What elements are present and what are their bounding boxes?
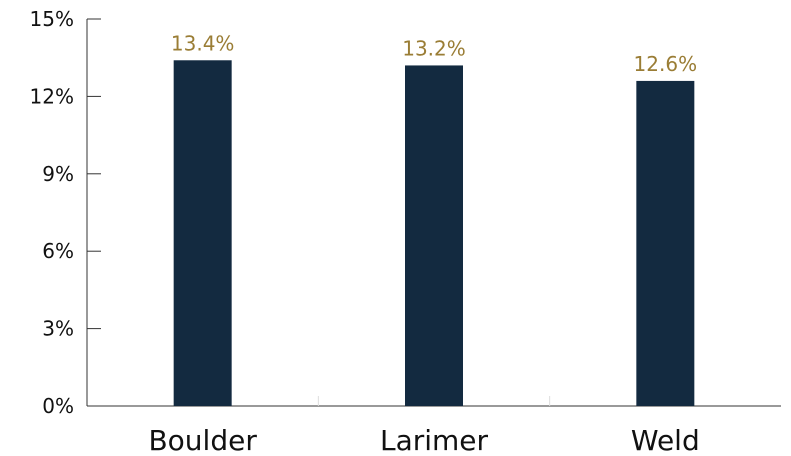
data-label-boulder: 13.4%: [171, 31, 235, 55]
bars: [173, 60, 695, 407]
data-label-weld: 12.6%: [634, 52, 698, 76]
y-tick-label: 3%: [42, 317, 74, 341]
y-axis-ticks: 0% 3% 6% 9% 12% 15%: [30, 7, 101, 418]
data-labels: 13.4% 13.2% 12.6%: [171, 31, 697, 76]
bar-boulder: [173, 60, 232, 406]
y-tick-label: 15%: [30, 7, 74, 31]
y-tick-label: 9%: [42, 162, 74, 186]
x-label-weld: Weld: [631, 424, 700, 456]
x-label-boulder: Boulder: [148, 424, 257, 456]
x-axis-labels: Boulder Larimer Weld: [148, 424, 699, 456]
bar-larimer: [405, 65, 463, 406]
x-label-larimer: Larimer: [380, 424, 489, 456]
bar-weld: [636, 80, 695, 407]
y-tick-label: 6%: [42, 239, 74, 263]
data-label-larimer: 13.2%: [402, 36, 466, 60]
y-tick-label: 0%: [42, 394, 74, 418]
y-tick-label: 12%: [30, 84, 74, 108]
